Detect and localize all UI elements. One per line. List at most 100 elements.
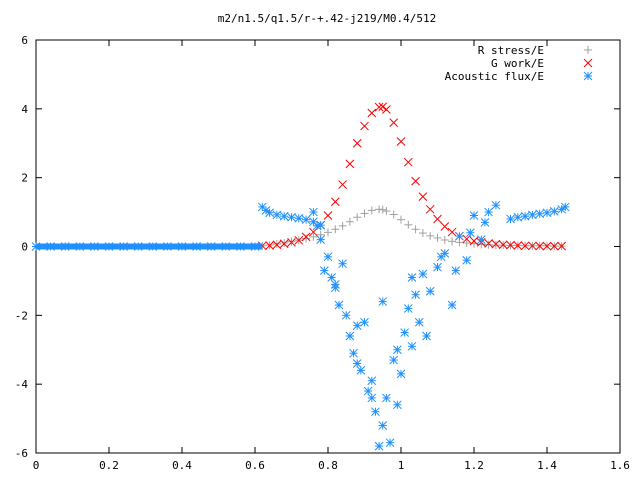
data-point xyxy=(469,211,479,220)
data-point xyxy=(425,204,435,214)
data-point xyxy=(528,210,537,220)
data-point xyxy=(451,266,461,275)
data-point xyxy=(465,228,475,238)
data-point xyxy=(338,259,347,269)
data-point xyxy=(378,102,388,112)
data-point xyxy=(542,241,552,251)
data-point xyxy=(506,240,515,250)
data-point xyxy=(448,237,457,246)
data-point xyxy=(491,200,501,210)
data-point xyxy=(265,208,274,218)
data-point xyxy=(324,228,332,237)
data-point xyxy=(392,345,402,355)
data-point xyxy=(403,157,413,167)
data-point xyxy=(557,241,566,251)
data-point xyxy=(312,221,322,231)
data-point xyxy=(484,207,493,217)
data-point xyxy=(316,235,326,244)
data-point xyxy=(294,235,304,245)
data-point xyxy=(367,376,377,386)
data-point xyxy=(349,348,358,358)
data-point xyxy=(404,220,413,229)
data-point xyxy=(330,197,340,207)
data-point xyxy=(382,105,391,114)
data-point xyxy=(535,241,545,251)
data-point xyxy=(389,118,399,127)
data-point xyxy=(396,137,406,146)
data-point xyxy=(506,214,515,224)
data-point xyxy=(403,304,413,313)
data-point xyxy=(542,208,552,218)
data-point xyxy=(528,241,537,251)
data-point xyxy=(455,231,464,241)
data-point xyxy=(433,214,442,224)
x-tick-label: 1.6 xyxy=(610,459,630,472)
data-point xyxy=(520,241,530,251)
data-point xyxy=(301,215,311,225)
data-point xyxy=(447,300,457,310)
data-point xyxy=(338,180,347,189)
data-point xyxy=(279,211,289,221)
data-point xyxy=(367,108,377,118)
data-point xyxy=(279,239,289,249)
data-point xyxy=(385,438,395,448)
data-point xyxy=(436,252,446,262)
data-point xyxy=(378,205,387,214)
data-point xyxy=(272,240,282,250)
data-point xyxy=(309,227,318,237)
data-point xyxy=(411,225,420,234)
x-tick-label: 0.2 xyxy=(99,459,119,472)
data-point xyxy=(418,229,427,238)
x-tick-label: 1.2 xyxy=(464,459,484,472)
data-point xyxy=(389,210,398,219)
data-point xyxy=(352,321,362,331)
data-point xyxy=(345,217,354,226)
data-point xyxy=(433,262,442,272)
data-point xyxy=(549,241,559,251)
data-point xyxy=(422,331,431,341)
data-point xyxy=(520,211,530,221)
data-point xyxy=(345,331,355,341)
legend-marker xyxy=(584,46,592,54)
legend-label: Acoustic flux/E xyxy=(445,70,544,83)
data-point xyxy=(513,212,523,222)
data-point xyxy=(378,421,388,430)
data-point xyxy=(374,102,384,112)
data-point xyxy=(352,359,362,368)
data-point xyxy=(352,138,362,148)
data-point xyxy=(287,212,296,222)
data-point xyxy=(400,328,410,337)
data-point xyxy=(341,310,351,320)
data-point xyxy=(338,221,347,230)
legend-label: R stress/E xyxy=(478,44,544,57)
data-point xyxy=(469,236,479,246)
data-point xyxy=(323,252,333,262)
data-point xyxy=(414,317,424,327)
data-point xyxy=(397,215,405,224)
data-point xyxy=(330,280,340,289)
data-point xyxy=(378,297,388,306)
y-tick-label: -2 xyxy=(15,309,28,322)
data-point xyxy=(272,210,282,220)
data-point xyxy=(309,232,318,241)
data-point xyxy=(535,209,545,219)
data-point xyxy=(462,239,471,248)
data-point xyxy=(331,225,340,234)
data-layer xyxy=(31,102,570,451)
x-tick-label: 0 xyxy=(33,459,40,472)
y-tick-label: 6 xyxy=(21,34,28,47)
data-point xyxy=(498,240,508,250)
data-point xyxy=(440,235,449,244)
data-point xyxy=(433,233,442,242)
legend-marker xyxy=(583,58,593,68)
y-tick-label: 0 xyxy=(21,241,28,254)
data-point xyxy=(302,234,311,243)
data-point xyxy=(389,355,399,365)
data-point xyxy=(418,269,428,279)
x-tick-label: 0.4 xyxy=(172,459,192,472)
data-point xyxy=(425,286,435,296)
data-point xyxy=(462,234,472,244)
data-point xyxy=(287,238,296,247)
data-point xyxy=(407,273,417,282)
